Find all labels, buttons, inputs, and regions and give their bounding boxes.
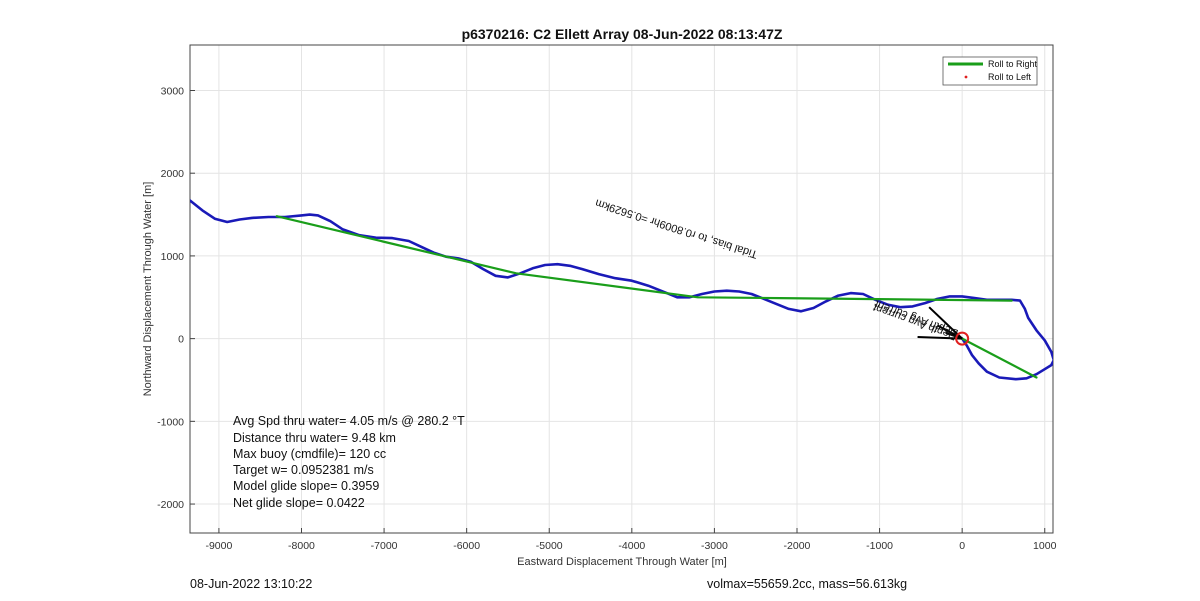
x-tick-label: -6000 <box>453 540 480 552</box>
rotated-annotation-label: Tidal bias, to r0.8009hr =0.5629km <box>594 196 759 260</box>
stats-text-block: Avg Spd thru water= 4.05 m/s @ 280.2 °T … <box>233 414 465 510</box>
x-tick-label: -2000 <box>784 540 811 552</box>
stats-line-model-glide: Model glide slope= 0.3959 <box>233 479 379 493</box>
legend-swatch-roll-left <box>964 75 968 79</box>
roll-to-right-line <box>275 215 1013 302</box>
stats-line-max-buoy: Max buoy (cmdfile)= 120 cc <box>233 447 386 461</box>
x-tick-label: 1000 <box>1033 540 1057 552</box>
x-axis-ticks: -9000 -8000 -7000 -6000 -5000 -4000 -3000 -2000… <box>205 528 1057 552</box>
legend: Roll to Right Roll to Left <box>942 56 1038 86</box>
x-tick-label: -5000 <box>536 540 563 552</box>
stats-line-avg-speed: Avg Spd thru water= 4.05 m/s @ 280.2 °T <box>233 414 465 428</box>
x-tick-label: -7000 <box>371 540 398 552</box>
legend-label-roll-right: Roll to Right <box>988 59 1038 69</box>
current-vector-arrow <box>945 331 963 340</box>
stats-line-net-glide: Net glide slope= 0.0422 <box>233 496 365 510</box>
footer-timestamp: 08-Jun-2022 13:10:22 <box>190 577 312 591</box>
y-tick-label: 3000 <box>161 85 185 97</box>
series-layer <box>190 199 1053 381</box>
chart-title: p6370216: C2 Ellett Array 08-Jun-2022 08… <box>462 26 783 42</box>
y-axis-label: Northward Displacement Through Water [m] <box>142 182 154 397</box>
x-tick-label: -1000 <box>866 540 893 552</box>
stats-line-target-w: Target w= 0.0952381 m/s <box>233 463 374 477</box>
x-tick-label: -9000 <box>205 540 232 552</box>
x-tick-label: -3000 <box>701 540 728 552</box>
x-axis-label: Eastward Displacement Through Water [m] <box>517 556 727 568</box>
legend-label-roll-left: Roll to Left <box>988 72 1032 82</box>
y-axis-ticks: -2000 -1000 0 1000 2000 3000 <box>157 85 195 511</box>
legend-box <box>942 56 1038 86</box>
x-tick-label: -8000 <box>288 540 315 552</box>
current-vector-arrow <box>928 306 963 340</box>
y-tick-label: -2000 <box>157 499 184 511</box>
annotation-layer: Tidal bias, to r0.8009hr =0.5629kmDepth … <box>594 196 970 346</box>
x-tick-label: -4000 <box>618 540 645 552</box>
y-tick-label: 2000 <box>161 168 185 180</box>
plot-area <box>189 44 1054 534</box>
roll-to-right-line <box>961 337 1038 379</box>
footer-volmax-mass: volmax=55659.2cc, mass=56.613kg <box>707 577 907 591</box>
y-tick-label: 1000 <box>161 251 185 263</box>
y-tick-label: -1000 <box>157 416 184 428</box>
stats-line-distance: Distance thru water= 9.48 km <box>233 431 396 445</box>
current-vector-arrow <box>917 335 963 340</box>
x-tick-label: 0 <box>959 540 965 552</box>
glider-track-line <box>190 199 1053 381</box>
y-tick-label: 0 <box>178 334 184 346</box>
start-position-marker <box>955 331 970 346</box>
